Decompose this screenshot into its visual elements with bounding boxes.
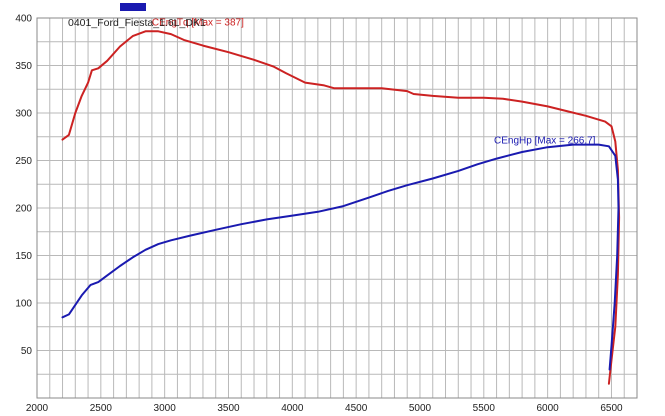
series-labels: CEngTq [Max = 387] CEngHp [Max = 266.7] [152,18,596,147]
x-tick-label: 6000 [537,403,560,414]
series-line-torque [61,30,621,385]
y-tick-label: 400 [15,14,32,25]
x-tick-label: 5000 [409,403,432,414]
y-tick-label: 100 [15,299,32,310]
x-tick-label: 4000 [281,403,304,414]
x-tick-label: 5500 [473,403,496,414]
series-label-power: CEngHp [Max = 266.7] [494,135,596,146]
chart-title: 0401_Ford_Fiesta_1.6L_DK1 [68,17,206,29]
x-tick-label: 2500 [90,403,113,414]
x-tick-label: 6500 [600,403,623,414]
x-tick-label: 3500 [217,403,240,414]
series-line-power [61,143,620,371]
chart-header: 0401_Ford_Fiesta_1.6L_DK1 [68,3,206,29]
y-tick-label: 300 [15,109,32,120]
y-tick-label: 350 [15,61,32,72]
y-tick-label: 150 [15,251,32,262]
y-tick-label: 50 [21,346,33,357]
y-tick-label: 200 [15,204,32,215]
title-legend-swatch [120,3,146,11]
x-tick-label: 3000 [154,403,177,414]
grid-lines [37,18,637,398]
x-tick-label: 2000 [26,403,49,414]
y-axis-tick-labels: 50 100 150 200 250 300 350 400 [15,14,32,358]
series-lines [61,30,621,385]
plot-frame [36,17,638,399]
series-label-torque: CEngTq [Max = 387] [152,18,244,29]
y-tick-label: 250 [15,156,32,167]
x-tick-label: 4500 [345,403,368,414]
x-axis-tick-labels: 2000 2500 3000 3500 4000 4500 5000 5500 6000 6500 [26,403,623,414]
